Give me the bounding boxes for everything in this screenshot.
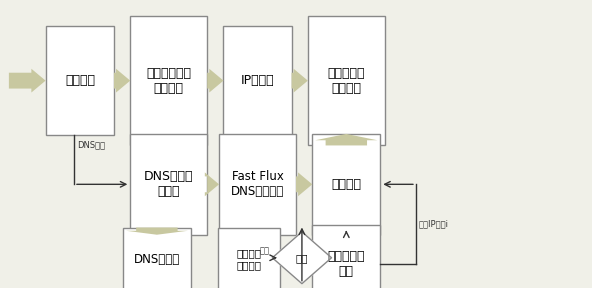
Text: DNS异常检
测引擎: DNS异常检 测引擎: [144, 170, 194, 198]
Bar: [130, 134, 207, 235]
FancyArrow shape: [126, 228, 188, 235]
Bar: [312, 134, 380, 235]
Bar: [217, 228, 279, 288]
FancyArrow shape: [205, 173, 219, 196]
Bar: [312, 225, 380, 288]
Text: DNS白名单: DNS白名单: [134, 253, 180, 266]
Text: 输出僵尸
控制节点: 输出僵尸 控制节点: [236, 248, 261, 270]
FancyArrow shape: [296, 173, 312, 196]
Bar: [219, 134, 296, 235]
Text: 流量探针: 流量探针: [65, 74, 95, 87]
Text: 上层IP地址i: 上层IP地址i: [419, 219, 449, 228]
Text: 非空: 非空: [259, 247, 269, 255]
Text: Fast Flux
DNS探测模块: Fast Flux DNS探测模块: [231, 170, 284, 198]
Bar: [223, 26, 291, 135]
FancyArrow shape: [291, 69, 308, 92]
Bar: [123, 228, 191, 288]
FancyArrow shape: [207, 69, 223, 92]
FancyArrow shape: [9, 69, 46, 92]
Text: 分布式机理
判别引擎: 分布式机理 判别引擎: [327, 67, 365, 95]
Text: IP分类器: IP分类器: [241, 74, 274, 87]
Polygon shape: [272, 232, 332, 284]
Bar: [308, 16, 385, 145]
Bar: [46, 26, 114, 135]
FancyArrow shape: [114, 69, 130, 92]
FancyArrow shape: [315, 134, 378, 145]
Text: DNS流量: DNS流量: [77, 140, 105, 149]
Text: 非空: 非空: [295, 253, 308, 263]
Text: 访问行为迭
代器: 访问行为迭 代器: [327, 249, 365, 278]
Text: 二次探针: 二次探针: [332, 178, 361, 191]
Bar: [130, 16, 207, 145]
Text: 宏观分布特性
提取引擎: 宏观分布特性 提取引擎: [146, 67, 191, 95]
